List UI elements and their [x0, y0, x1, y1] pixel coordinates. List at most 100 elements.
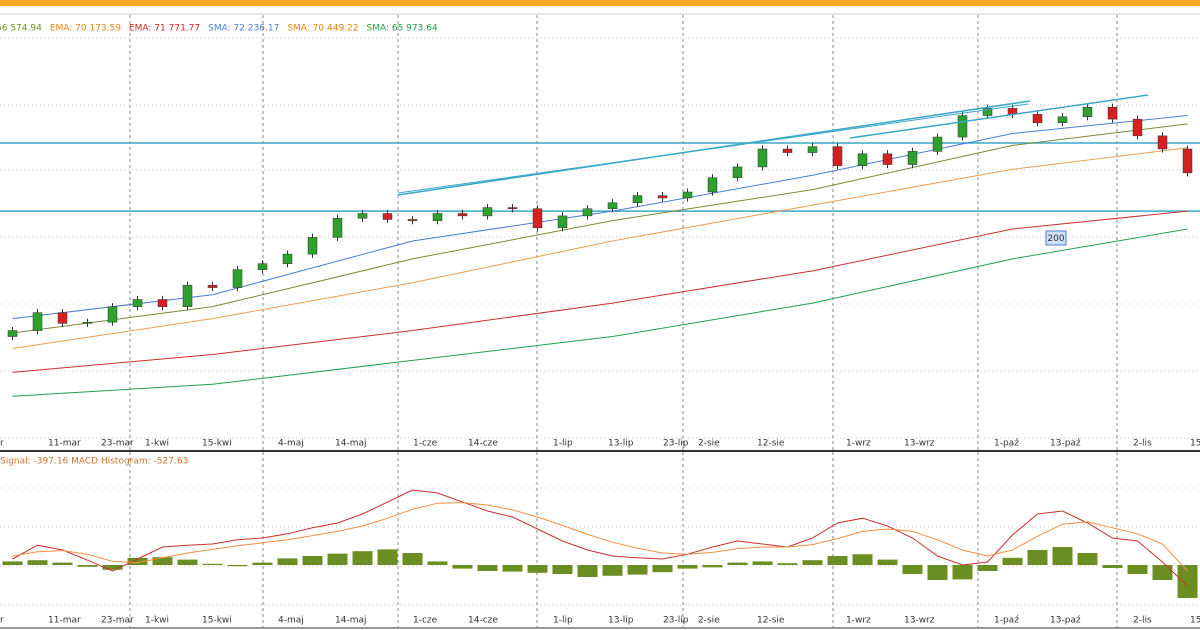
histogram-bar [552, 565, 573, 574]
x-tick-label: 15-kwi [202, 439, 232, 449]
histogram-bar [352, 551, 373, 565]
x-tick-label: 4-maj [278, 616, 304, 626]
histogram-bar [252, 562, 273, 565]
legend-item: EMA: 70 173.59 [50, 24, 121, 34]
histogram-bar [1052, 547, 1073, 565]
x-tick-label: 15-li [1190, 616, 1200, 626]
x-tick-label: 1-paź [994, 616, 1019, 626]
histogram-bar [752, 561, 773, 565]
x-tick-label: r [0, 616, 4, 626]
candle-body [1082, 106, 1093, 117]
candle-body [557, 215, 568, 229]
legend-item: SMA: 65 973.64 [367, 24, 438, 34]
histogram-bar [77, 565, 98, 567]
candle-body [732, 166, 743, 178]
candle-body [257, 263, 268, 270]
candle-body [657, 195, 668, 199]
histogram-bar [777, 563, 798, 565]
x-tick-label: 23-mar [101, 439, 134, 449]
histogram-bar [177, 559, 198, 565]
x-tick-label: 1-lip [553, 439, 573, 449]
x-tick-label: 14-cze [468, 439, 498, 449]
candle-body [32, 312, 43, 331]
histogram-bar [677, 565, 698, 569]
legend-item: EMA: 71 771.77 [129, 24, 200, 34]
histogram-bar [2, 561, 23, 565]
candle-body [107, 306, 118, 323]
x-tick-label: 1-kwi [145, 439, 169, 449]
candle-body [57, 312, 68, 324]
histogram-bar [1127, 565, 1148, 574]
histogram-bar [652, 565, 673, 573]
trend-line [849, 94, 1149, 139]
trend-line [397, 103, 1029, 194]
histogram-bar [277, 558, 298, 565]
x-tick-label: 12-sie [757, 616, 785, 626]
x-tick-label: 14-cze [468, 616, 498, 626]
tag-box [1045, 230, 1067, 246]
histogram-bar [377, 549, 398, 565]
x-tick-label: 1-lip [553, 616, 573, 626]
x-tick-label: 1-wrz [846, 439, 871, 449]
candle-body [807, 146, 818, 153]
candle-body [857, 153, 868, 166]
x-tick-label: 11-mar [48, 439, 81, 449]
histogram-bar [502, 565, 523, 572]
histogram-bar [327, 553, 348, 565]
candle-body [132, 299, 143, 307]
histogram-bar [602, 565, 623, 576]
moving-average [12, 123, 1188, 334]
candle-body [307, 237, 318, 255]
indicator-legend: 66 574.94 EMA: 70 173.59 EMA: 71 771.77 SMA… [0, 24, 438, 34]
histogram-bar [802, 560, 823, 565]
x-tick-label: 2-sie [698, 616, 720, 626]
legend-item: SMA: 70 449.22 [287, 24, 358, 34]
histogram-bar [577, 565, 598, 577]
legend-item: SMA: 72 236.17 [208, 24, 279, 34]
x-tick-label: 13-paź [1050, 439, 1081, 449]
macd-line [12, 502, 1188, 572]
x-tick-label: 13-lip [608, 616, 634, 626]
histogram-bar [152, 557, 173, 565]
histogram-bar [827, 556, 848, 565]
x-tick-label: 1-paź [994, 439, 1019, 449]
candle-body [507, 207, 518, 209]
candle-body [207, 284, 218, 288]
x-tick-label: 13-wrz [904, 439, 935, 449]
x-tick-label: 23-lip [663, 439, 689, 449]
candle-body [432, 213, 443, 221]
x-tick-label: 12-sie [757, 439, 785, 449]
top-bar [0, 0, 1200, 6]
histogram-bar [452, 565, 473, 569]
candle-body [1057, 116, 1068, 123]
candle-body [957, 115, 968, 138]
x-tick-label: 2-sie [698, 439, 720, 449]
x-tick-label: 1-cze [413, 439, 438, 449]
histogram-bar [427, 561, 448, 565]
candle-body [632, 195, 643, 203]
x-tick-label: 23-mar [101, 616, 134, 626]
x-tick-label: 15-li [1190, 439, 1200, 449]
x-tick-label: 15-kwi [202, 616, 232, 626]
histogram-bar [477, 565, 498, 571]
histogram-bar [877, 559, 898, 565]
histogram-bar [1002, 557, 1023, 565]
histogram-bar [1027, 550, 1048, 565]
candle-body [1032, 114, 1043, 123]
moving-average [12, 147, 1188, 349]
candle-body [832, 146, 843, 166]
candle-body [1182, 148, 1193, 174]
candle-body [782, 148, 793, 153]
histogram-bar [702, 565, 723, 568]
histogram-bar [202, 563, 223, 565]
candle-body [982, 108, 993, 116]
histogram-bar [52, 562, 73, 565]
histogram-bar [627, 565, 648, 575]
candle-body [532, 208, 543, 229]
x-tick-label: 4-maj [278, 439, 304, 449]
candle-body [682, 191, 693, 199]
candle-body [1132, 118, 1143, 137]
candle-body [332, 218, 343, 238]
x-tick-label: 13-paź [1050, 616, 1081, 626]
histogram-bar [727, 562, 748, 565]
